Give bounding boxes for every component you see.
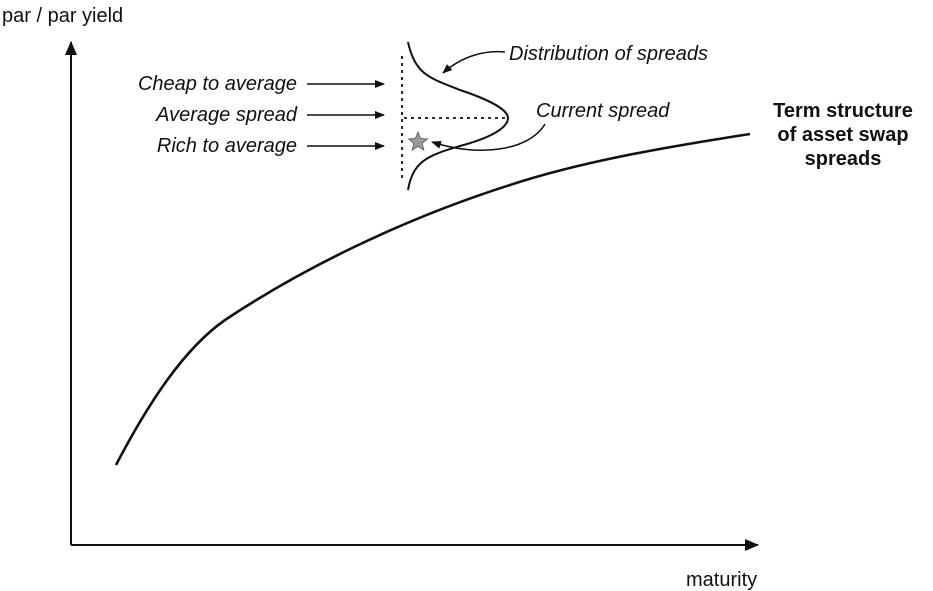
term-structure-label-line3: spreads	[805, 148, 882, 170]
distribution-of-spreads-label: Distribution of spreads	[509, 43, 708, 65]
y-axis-label: par / par yield	[2, 5, 123, 27]
cheap-to-average-label: Cheap to average	[138, 73, 297, 95]
term-structure-curve	[114, 132, 751, 466]
distribution-arrow	[442, 50, 506, 74]
x-axis-label: maturity	[686, 569, 757, 591]
term-structure-label-line1: Term structure	[773, 100, 913, 122]
average-spread-label: Average spread	[155, 104, 298, 126]
current-spread-star-icon	[407, 130, 429, 151]
current-spread-label: Current spread	[536, 100, 670, 122]
rich-to-average-label: Rich to average	[157, 135, 297, 157]
distribution-curve	[407, 41, 510, 191]
current-spread-arrow	[431, 123, 546, 151]
term-structure-label-line2: of asset swap	[777, 124, 908, 146]
